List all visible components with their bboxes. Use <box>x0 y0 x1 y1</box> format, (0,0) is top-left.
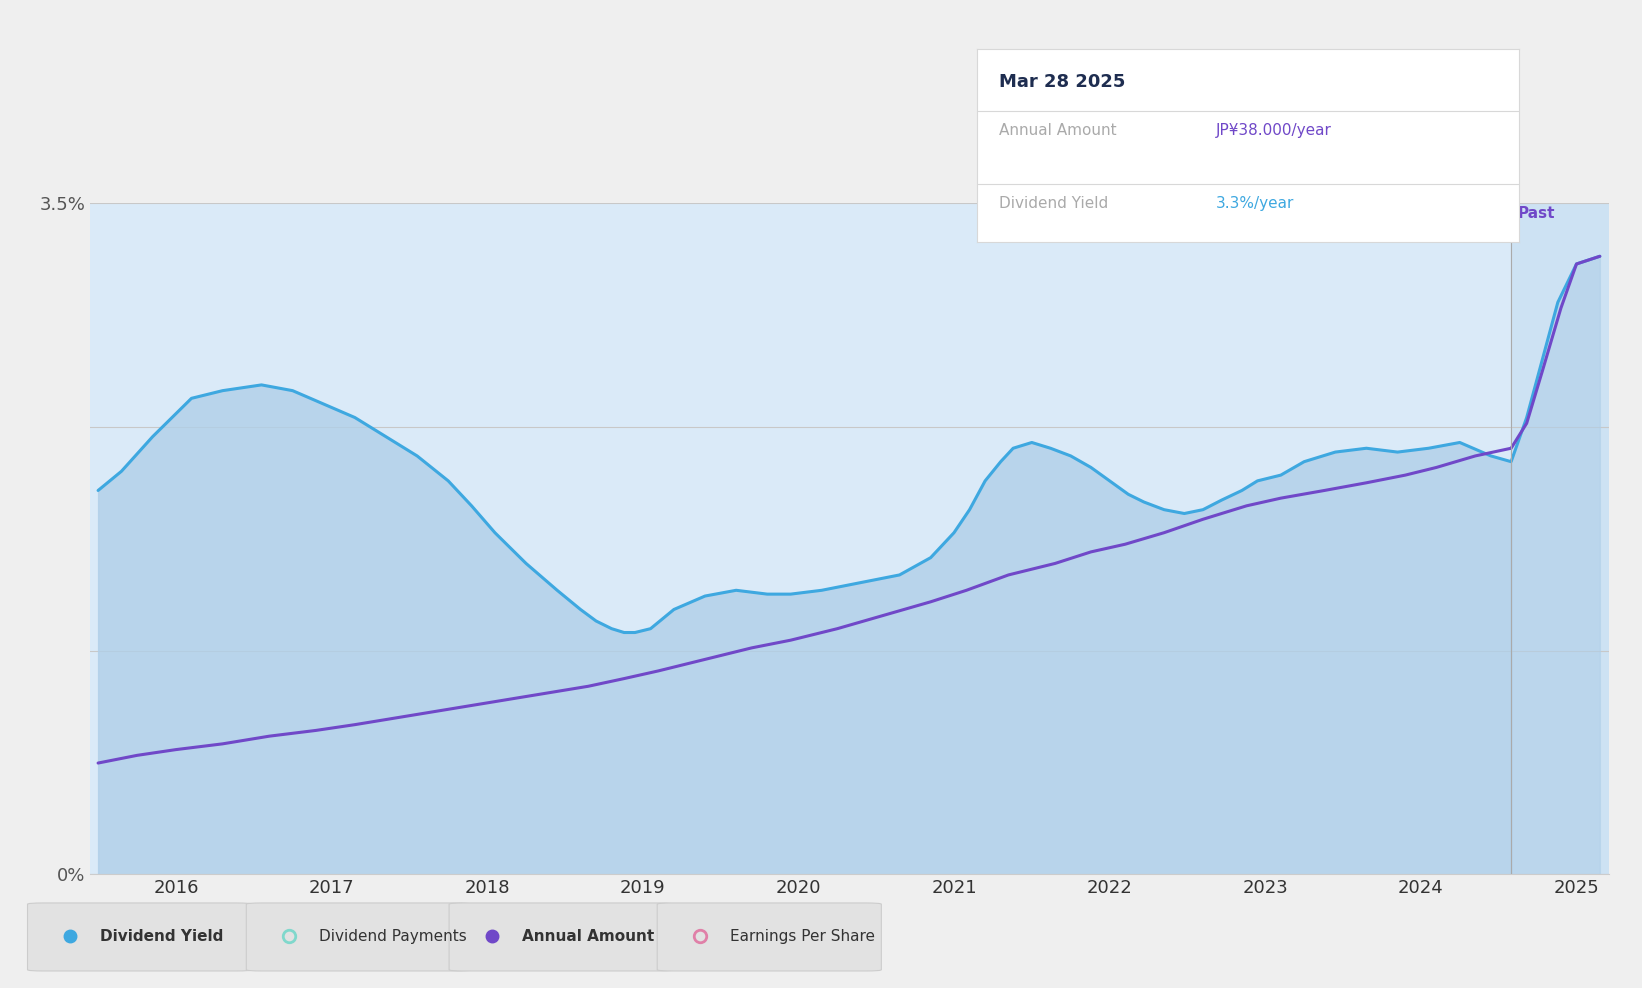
Text: Annual Amount: Annual Amount <box>998 123 1117 137</box>
Bar <box>82 203 1511 874</box>
Text: JP¥38.000/year: JP¥38.000/year <box>1215 123 1332 137</box>
FancyBboxPatch shape <box>657 903 882 971</box>
Bar <box>1511 203 1616 874</box>
Text: Dividend Yield: Dividend Yield <box>998 196 1108 210</box>
Text: 3.3%/year: 3.3%/year <box>1215 196 1294 210</box>
Text: Mar 28 2025: Mar 28 2025 <box>998 72 1125 91</box>
FancyBboxPatch shape <box>246 903 471 971</box>
Text: Earnings Per Share: Earnings Per Share <box>729 929 875 944</box>
FancyBboxPatch shape <box>28 903 251 971</box>
FancyBboxPatch shape <box>450 903 673 971</box>
Text: Dividend Payments: Dividend Payments <box>319 929 466 944</box>
Text: Past: Past <box>1517 206 1555 221</box>
Text: Annual Amount: Annual Amount <box>522 929 654 944</box>
Text: Dividend Yield: Dividend Yield <box>100 929 223 944</box>
